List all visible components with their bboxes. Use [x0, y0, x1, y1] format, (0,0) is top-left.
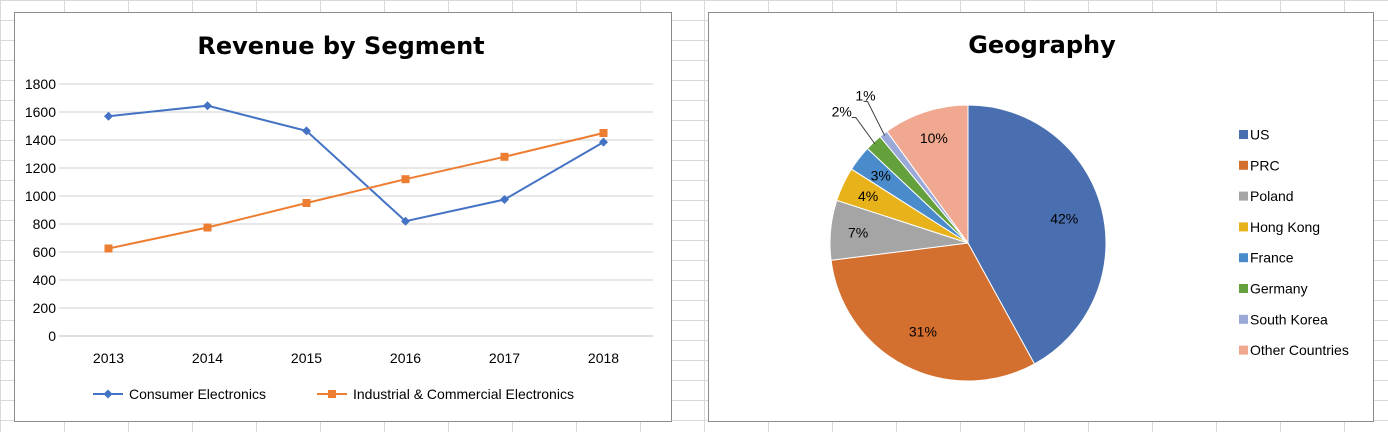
x-tick-label: 2017: [489, 350, 520, 366]
pie-slice-other-countries: [886, 104, 969, 245]
legend-label: South Korea: [1250, 311, 1328, 327]
pie-data-label: 4%: [858, 188, 878, 204]
gridlines: [59, 83, 653, 337]
x-tick-label: 2014: [192, 350, 223, 366]
pie-data-label: 2%: [832, 103, 852, 119]
legend-marker: [328, 390, 336, 398]
pie-data-label: 42%: [1050, 210, 1078, 226]
pie-data-labels: 42% 31% 7% 4% 3% 2%1% 10%: [832, 87, 1079, 339]
data-point: [203, 223, 212, 232]
line-chart-panel[interactable]: Revenue by Segment 0 200 400 600 800 1000 1200…: [14, 12, 672, 422]
pie-data-label: 3%: [871, 167, 891, 183]
line-chart-svg: Revenue by Segment 0 200 400 600 800 1000 1200…: [25, 32, 653, 402]
pie-slice-prc: [830, 242, 1036, 382]
y-tick-label: 1200: [25, 160, 56, 176]
y-tick-label: 600: [33, 244, 57, 260]
data-point: [104, 244, 113, 253]
legend-label: Poland: [1250, 188, 1294, 204]
data-point: [599, 129, 608, 137]
legend-label: Hong Kong: [1250, 219, 1320, 235]
legend-swatch: [1239, 284, 1248, 293]
pie-slice-us: [967, 104, 1107, 365]
leader-line: [851, 116, 876, 145]
legend-swatch: [1239, 160, 1248, 170]
x-tick-label: 2013: [93, 350, 124, 366]
legend-label: France: [1250, 250, 1294, 266]
legend-label: Consumer Electronics: [129, 386, 266, 402]
legend-label: US: [1250, 127, 1269, 143]
y-tick-label: 800: [33, 216, 57, 232]
series-line: [108, 104, 605, 223]
data-point: [599, 137, 608, 147]
legend-label: PRC: [1250, 157, 1280, 173]
y-tick-label: 200: [33, 300, 57, 316]
data-point: [500, 152, 509, 161]
series-line: [108, 132, 604, 250]
legend-label: Other Countries: [1250, 342, 1349, 358]
pie-data-label: 1%: [855, 87, 875, 103]
series-consumer-electronics: [104, 101, 608, 226]
legend-swatch: [1239, 253, 1248, 263]
y-tick-label: 1000: [25, 188, 56, 204]
series-group: [104, 101, 608, 253]
x-tick-label: 2016: [390, 350, 421, 366]
pie-chart-svg: Geography 42% 31% 7% 4% 3% 2%1% 10% US PRC Polan…: [829, 31, 1349, 382]
data-point: [401, 175, 410, 184]
legend-marker: [103, 389, 113, 399]
y-tick-label: 1400: [25, 132, 56, 148]
pie-chart-title: Geography: [968, 31, 1116, 59]
legend-swatch: [1239, 222, 1248, 232]
pie-chart-panel[interactable]: Geography 42% 31% 7% 4% 3% 2% 1% 10% US PRC Polan…: [708, 12, 1374, 422]
legend-label: Industrial & Commercial Electronics: [353, 386, 574, 402]
x-tick-label: 2018: [588, 350, 619, 366]
data-point: [401, 216, 410, 226]
legend-swatch: [1239, 191, 1248, 201]
x-axis-ticks: 2013 2014 2015 2016 2017 2018: [93, 350, 619, 366]
y-tick-label: 400: [33, 272, 57, 288]
legend-label: Germany: [1250, 281, 1308, 297]
data-point: [500, 195, 509, 204]
pie-slices: [829, 104, 1107, 382]
data-point: [104, 111, 113, 121]
y-tick-label: 0: [48, 328, 56, 344]
pie-chart-legend: US PRC Poland Hong Kong France Germany South K…: [1239, 127, 1349, 358]
data-point: [203, 101, 212, 111]
legend-swatch: [1239, 130, 1248, 139]
pie-data-label: 31%: [909, 324, 937, 340]
y-axis-ticks: 0 200 400 600 800 1000 1200 1400 1600 1800: [25, 76, 56, 344]
line-chart-legend: Consumer Electronics Industrial & Commerc…: [93, 386, 574, 402]
y-tick-label: 1600: [25, 104, 56, 120]
y-tick-label: 1800: [25, 76, 56, 92]
x-tick-label: 2015: [291, 350, 322, 366]
series-industrial-commercial-electronics: [104, 129, 608, 253]
leader-line: [863, 100, 886, 136]
legend-swatch: [1239, 314, 1248, 324]
pie-data-label: 10%: [920, 130, 948, 146]
data-point: [302, 199, 311, 207]
legend-swatch: [1239, 345, 1248, 355]
pie-data-label: 7%: [848, 225, 868, 241]
line-chart-title: Revenue by Segment: [197, 32, 484, 60]
